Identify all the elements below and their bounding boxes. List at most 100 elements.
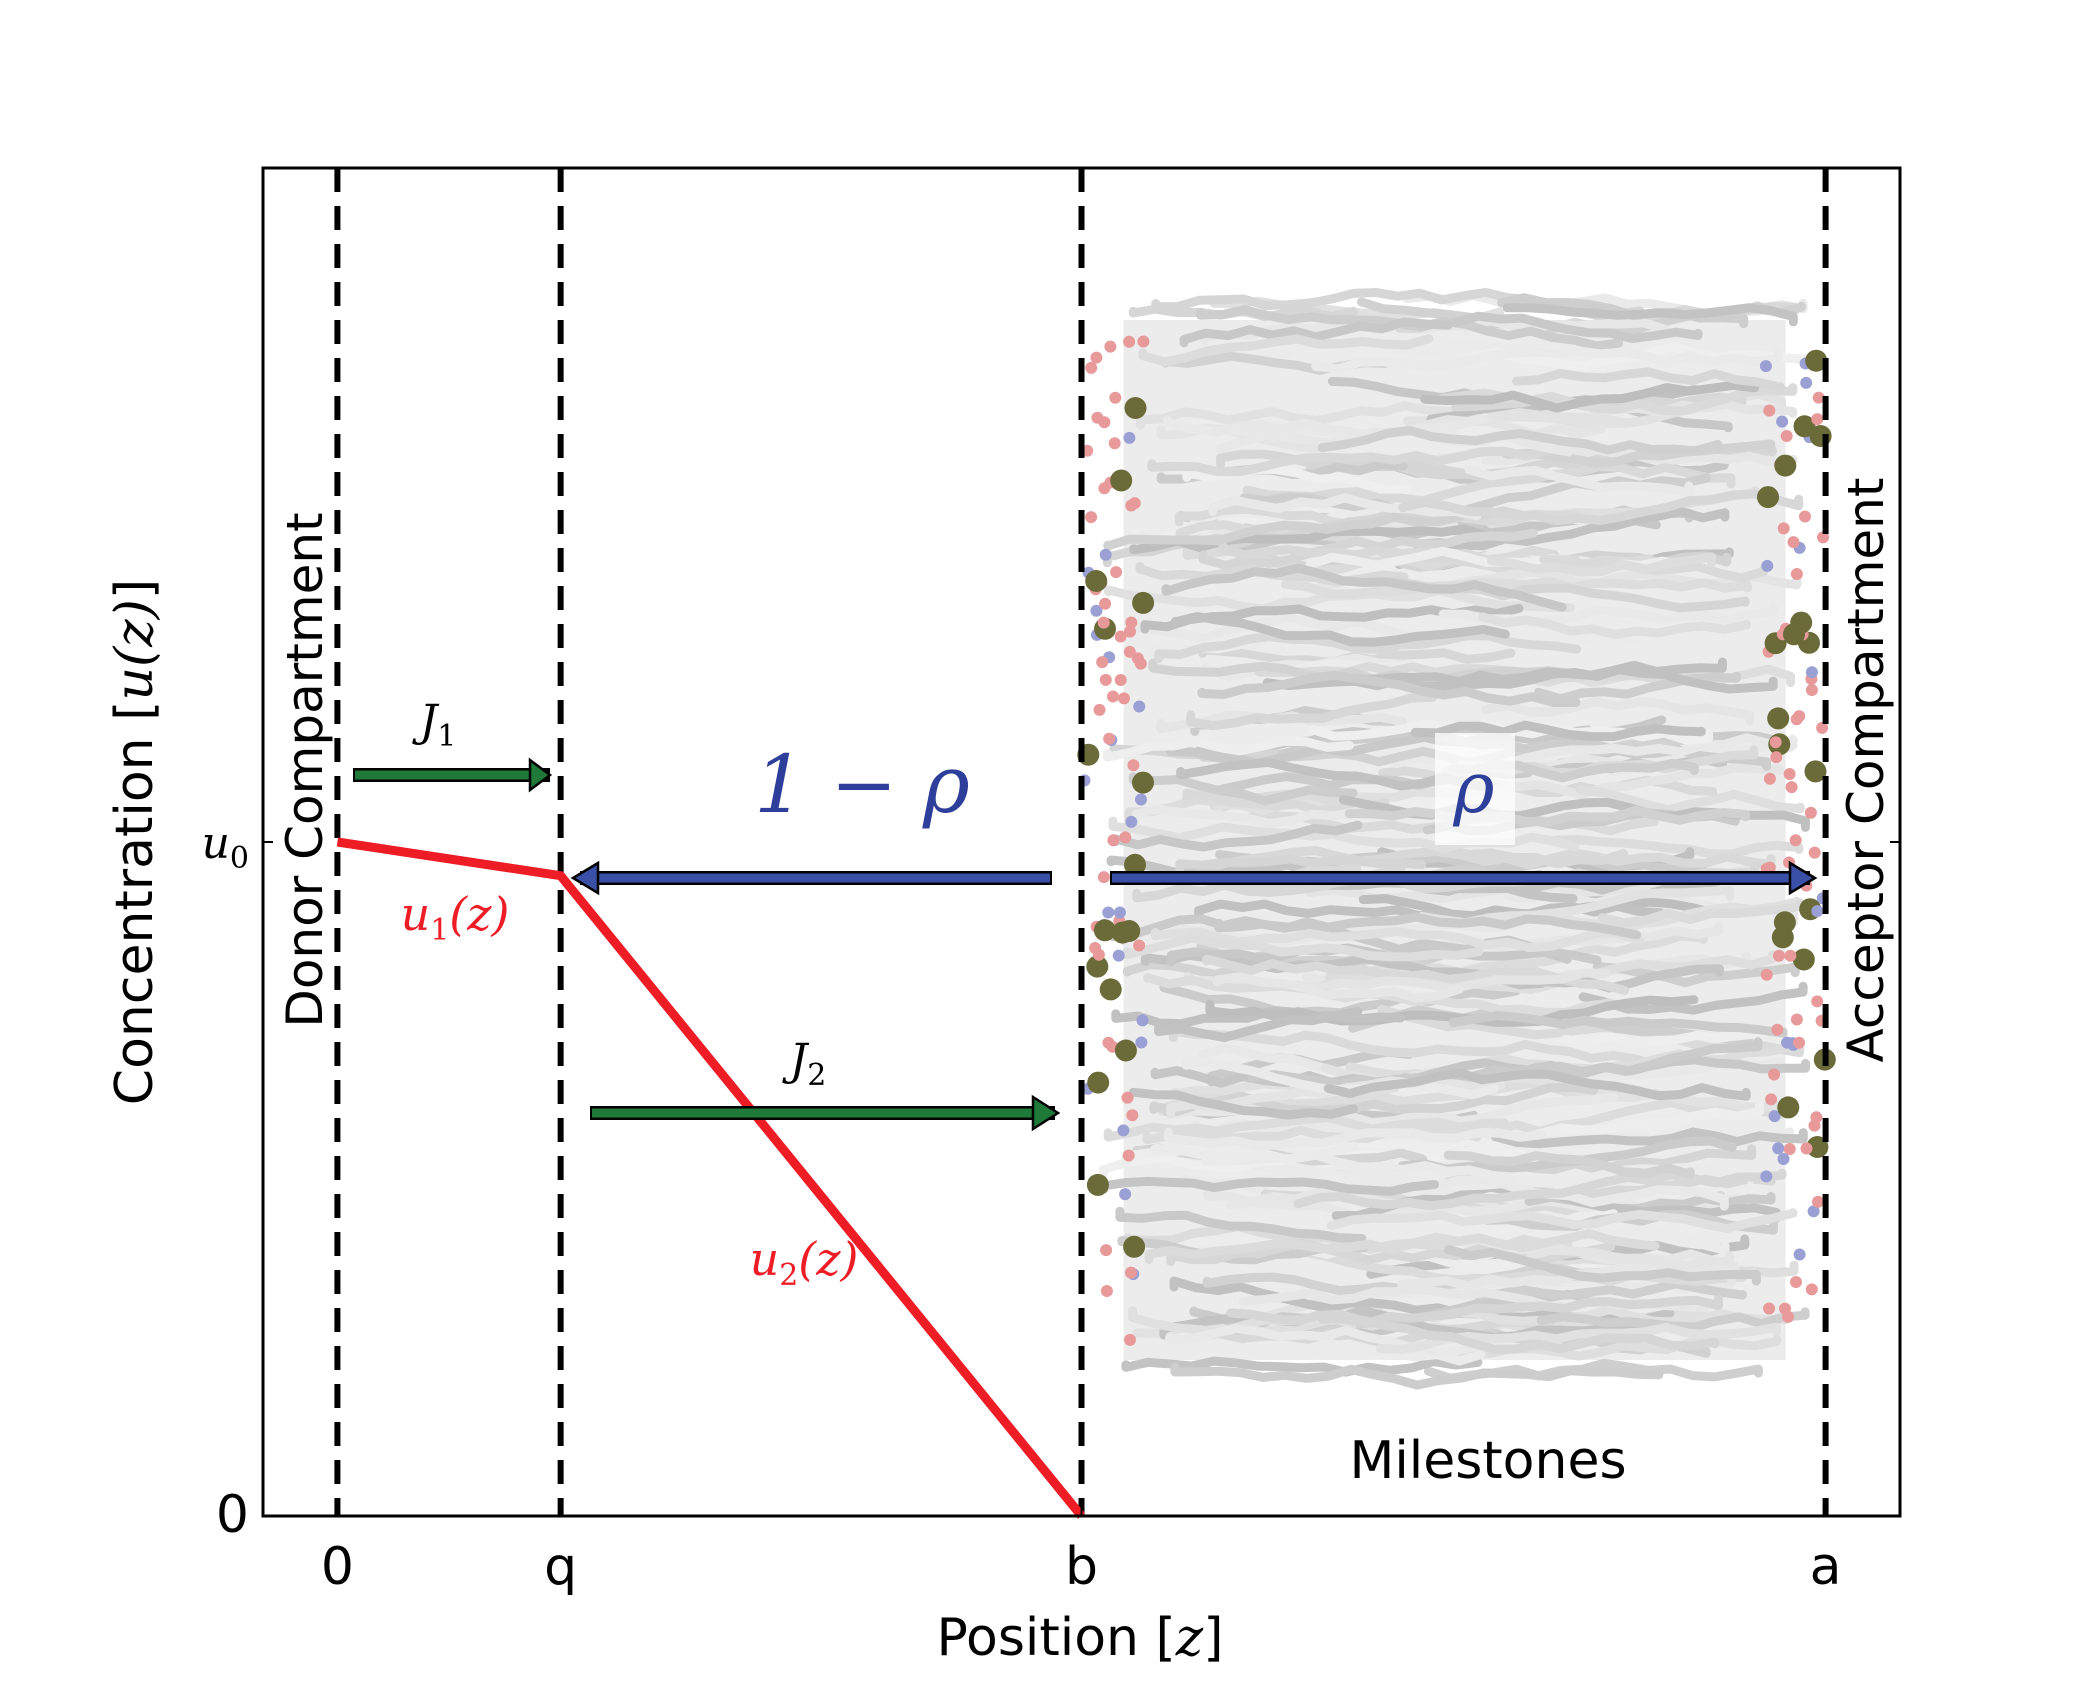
lipid-tail [1389,1175,1729,1211]
lipid-head [1125,815,1138,828]
lipid-head [1135,1036,1148,1049]
acceptor-compartment-label: Acceptor Compartment [1837,478,1895,1063]
lipid-head [1132,591,1155,614]
x-tick-label: b [1065,1537,1098,1597]
lipid-tail [1115,1206,1367,1243]
lipid-tail [1443,1245,1761,1286]
lipid-tail [1186,692,1438,731]
lipid-head [1107,834,1120,847]
prob-arrowhead-right [1788,860,1818,896]
lipid-tail [1311,346,1783,374]
lipid-tail [1526,1245,1734,1271]
lipid-head [1780,430,1793,442]
lipid-head [1777,1096,1800,1119]
lipid-head [1792,948,1815,971]
lipid-head [1804,806,1817,819]
lipid-tail [1226,1308,1720,1354]
lipid-tail [1456,733,1796,771]
lipid-head [1777,522,1790,535]
lipid-head [1133,939,1146,952]
lipid-head [1810,1111,1823,1124]
lipid-tail [1197,670,1581,707]
lipid-head [1812,391,1825,404]
lipid-head [1793,1248,1806,1261]
lipid-head [1123,645,1136,658]
lipid-head [1816,721,1829,734]
lipid-head [1132,771,1154,794]
lipid-head [1123,431,1136,444]
lipid-tail [1436,847,1776,870]
lipid-head [1804,760,1827,783]
lipid-head [1808,846,1821,859]
lipid-tail [1148,658,1576,686]
lipid-tail [1473,1279,1747,1300]
lipid-head [1124,625,1136,638]
lipid-head [1110,566,1123,579]
lipid-head [1089,942,1102,954]
lipid-head [1768,1110,1781,1123]
rho-label-background [1435,733,1515,845]
lipid-head [1137,335,1150,348]
lipid-head [1763,404,1776,417]
lipid-tail [1154,631,1582,663]
lipid-tail [1198,528,1538,570]
lipid-head [1087,1071,1110,1094]
lipid-head [1793,415,1816,438]
lipid-tail [1128,1087,1358,1120]
lipid-head [1772,1142,1785,1155]
lipid-head [1799,510,1811,523]
lipid-head [1770,751,1783,764]
lipid-tail [1398,489,1804,526]
lipid-tail [1150,927,1644,953]
x-tick-label: 0 [321,1537,354,1597]
lipid-tail [1467,763,1784,800]
lipid-head [1800,376,1813,389]
lipid-tail [1131,613,1427,645]
lipid-head [1773,911,1796,934]
lipid-tail [1533,671,1741,704]
lipid-head [1773,949,1785,962]
lipid-tail [1176,757,1494,792]
lipid-tail [1242,462,1736,506]
lipid-head [1125,616,1138,629]
y-tick-label: 0 [216,1485,249,1545]
lipid-head [1783,1143,1796,1155]
lipid-tail [1154,1011,1405,1043]
lipid-head [1113,906,1126,919]
lipid-tail [1481,697,1755,726]
lipid-head [1108,437,1121,450]
lipid-tail [1111,820,1363,852]
lipid-tail [1165,1324,1505,1357]
x-tick-label: a [1810,1537,1842,1597]
lipid-head [1135,793,1147,806]
lipid-head [1760,1170,1773,1183]
milestone-lines [334,168,1829,1516]
lipid-head [1100,1244,1113,1257]
prob-label-right: ρ [1452,747,1494,829]
lipid-tail [1170,612,1510,647]
flux-label-j2: J2 [782,1035,827,1093]
lipid-head [1784,949,1797,962]
lipid-head [1811,995,1824,1008]
lipid-tail [1122,933,1484,962]
lipid-head [1093,919,1116,942]
lipid-head [1086,1173,1109,1196]
lipid-head [1776,415,1789,428]
lipid-head [1759,360,1772,373]
lipid-tail [1592,961,1800,988]
concentration-line [336,837,1085,1519]
curve-label-u1: u1(z) [401,887,510,948]
lipid-head [1119,1188,1132,1201]
lipid-head [1769,736,1782,749]
lipid-head [1107,690,1119,703]
lipid-head [1124,1333,1136,1346]
lipid-tail [1412,506,1730,551]
lipid-tail [1323,1068,1751,1101]
lipid-head [1110,469,1133,492]
lipid-head [1807,1205,1820,1218]
lipid-head [1790,568,1803,580]
lipid-head [1118,692,1130,705]
lipid-head [1085,570,1108,592]
lipid-tail [1216,413,1489,453]
lipid-head [1781,1036,1794,1049]
